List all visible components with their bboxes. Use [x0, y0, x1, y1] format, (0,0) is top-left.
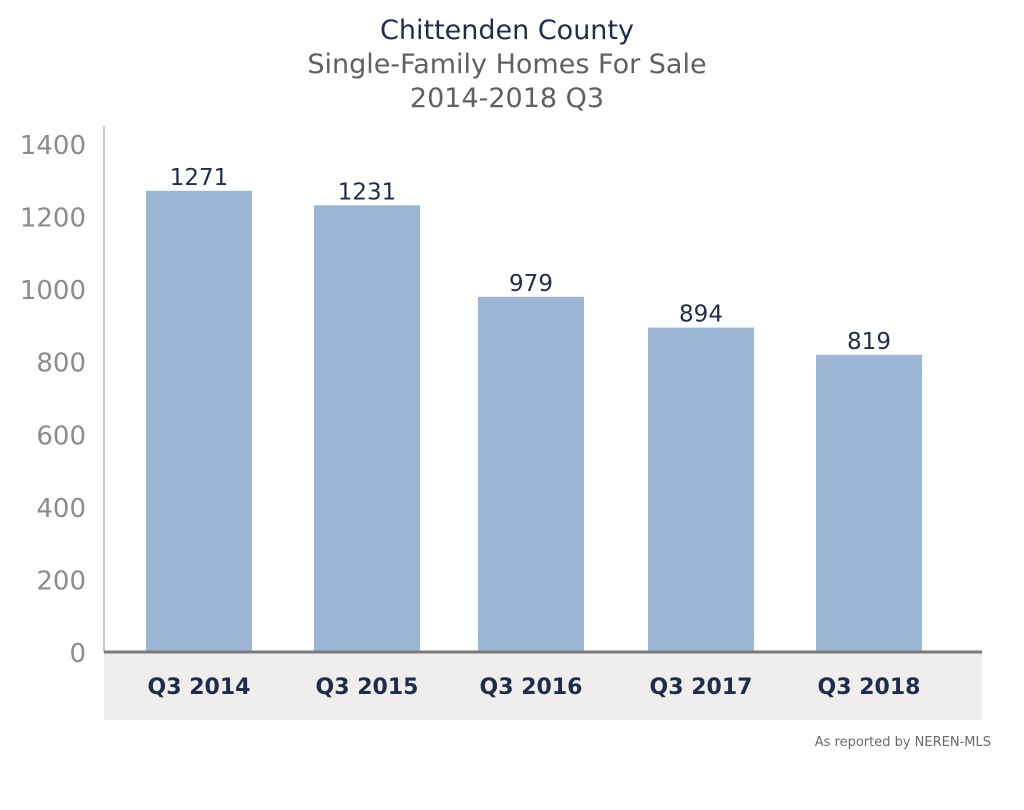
y-tick-label-600: 600: [36, 421, 86, 451]
bar-q3-2017: [648, 327, 754, 652]
x-tick-label-q3-2014: Q3 2014: [148, 675, 251, 700]
data-label-q3-2014: 1271: [170, 165, 229, 191]
y-tick-label-1000: 1000: [20, 276, 86, 306]
bar-q3-2014: [146, 190, 252, 652]
bar-q3-2015: [314, 205, 420, 652]
y-tick-label-1200: 1200: [20, 204, 86, 234]
x-tick-label-q3-2017: Q3 2017: [650, 675, 753, 700]
y-tick-label-200: 200: [36, 566, 86, 596]
x-tick-label-q3-2018: Q3 2018: [818, 675, 921, 700]
data-label-q3-2018: 819: [847, 329, 891, 355]
y-tick-label-1400: 1400: [20, 131, 86, 161]
data-label-q3-2015: 1231: [338, 179, 397, 205]
chart-title: Chittenden County: [380, 15, 634, 46]
y-tick-label-0: 0: [69, 639, 86, 669]
x-tick-label-q3-2015: Q3 2015: [316, 675, 419, 700]
chart-subtitle-line-2: 2014-2018 Q3: [409, 83, 605, 114]
chart-subtitle-line-1: Single-Family Homes For Sale: [307, 49, 707, 80]
category-band: [104, 652, 982, 720]
chart-title-block: Chittenden County Single-Family Homes Fo…: [0, 14, 1014, 116]
y-tick-label-800: 800: [36, 349, 86, 379]
bar-q3-2018: [816, 354, 922, 652]
data-label-q3-2017: 894: [679, 302, 723, 328]
source-note: As reported by NEREN-MLS: [814, 735, 991, 750]
y-tick-label-400: 400: [36, 494, 86, 524]
bar-q3-2016: [478, 296, 584, 652]
data-label-q3-2016: 979: [509, 271, 553, 297]
x-tick-label-q3-2016: Q3 2016: [480, 675, 583, 700]
